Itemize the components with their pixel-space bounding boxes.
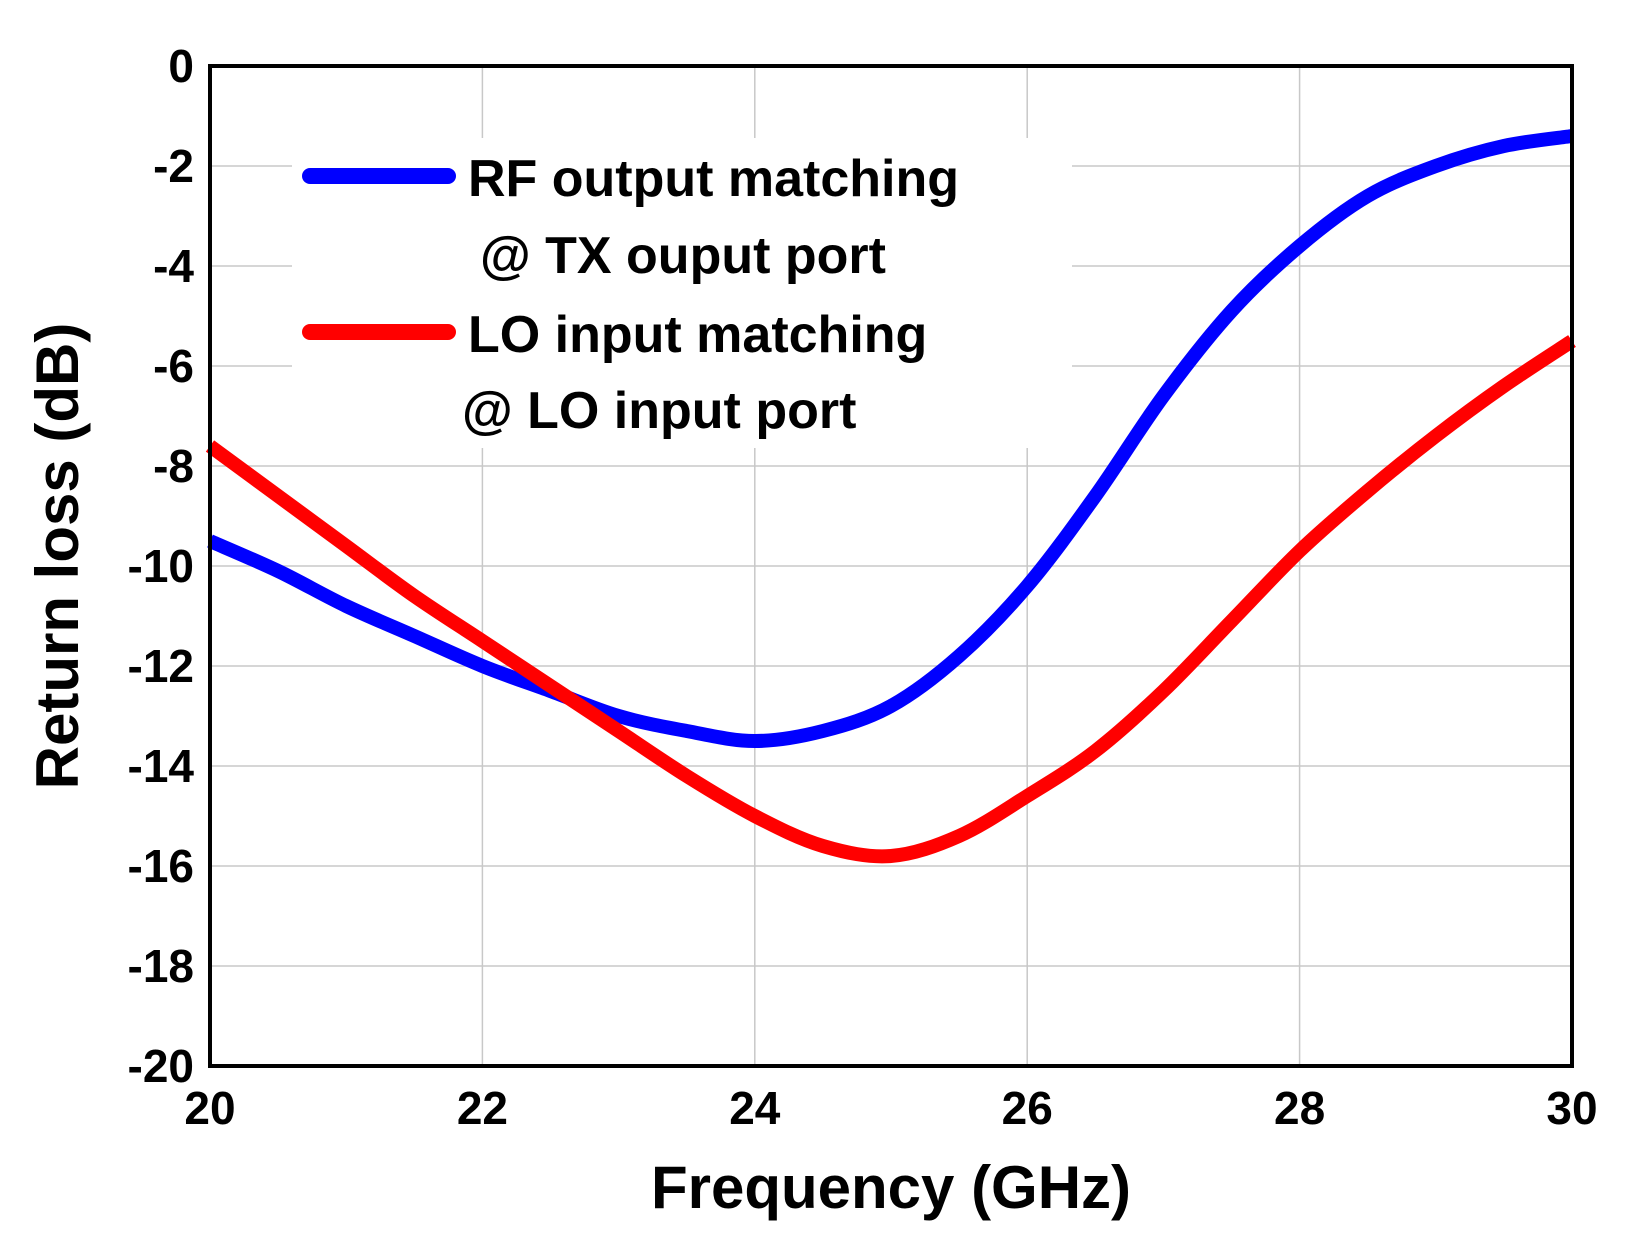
x-axis-label: Frequency (GHz) — [651, 1154, 1131, 1221]
legend-label-rf-output: RF output matching — [468, 150, 959, 208]
y-tick-label: -8 — [153, 440, 194, 492]
x-tick-label: 22 — [457, 1082, 508, 1134]
legend-sublabel-rf-output: @ TX ouput port — [480, 227, 886, 285]
x-tick-labels: 20 22 24 26 28 30 — [184, 1082, 1597, 1134]
series-line-rf-output — [207, 129, 1574, 748]
x-tick-label: 24 — [729, 1082, 781, 1134]
x-tick-label: 28 — [1274, 1082, 1325, 1134]
plot-frame — [208, 64, 1574, 1068]
y-axis-label: Return loss (dB) — [24, 323, 91, 790]
y-tick-label: -16 — [128, 840, 194, 892]
legend-sublabel-lo-input: @ LO input port — [462, 382, 856, 440]
y-tick-label: -4 — [153, 240, 194, 292]
series-line-lo-input — [205, 335, 1576, 864]
legend: RF output matching @ TX ouput port LO in… — [292, 138, 1072, 448]
y-tick-label: 0 — [168, 40, 194, 92]
y-tick-label: -10 — [128, 540, 194, 592]
y-tick-label: -20 — [128, 1040, 194, 1092]
y-tick-label: -18 — [128, 940, 194, 992]
y-tick-label: -14 — [128, 740, 195, 792]
y-tick-label: -6 — [153, 340, 194, 392]
x-tick-label: 30 — [1546, 1082, 1597, 1134]
y-tick-labels: 0 -2 -4 -6 -8 -10 -12 -14 -16 -18 -20 — [128, 40, 195, 1092]
y-tick-label: -2 — [153, 140, 194, 192]
x-tick-label: 26 — [1002, 1082, 1053, 1134]
x-tick-label: 20 — [184, 1082, 235, 1134]
legend-background — [292, 138, 1072, 448]
y-tick-label: -12 — [128, 640, 194, 692]
legend-label-lo-input: LO input matching — [468, 306, 927, 364]
series-lines — [205, 129, 1576, 864]
